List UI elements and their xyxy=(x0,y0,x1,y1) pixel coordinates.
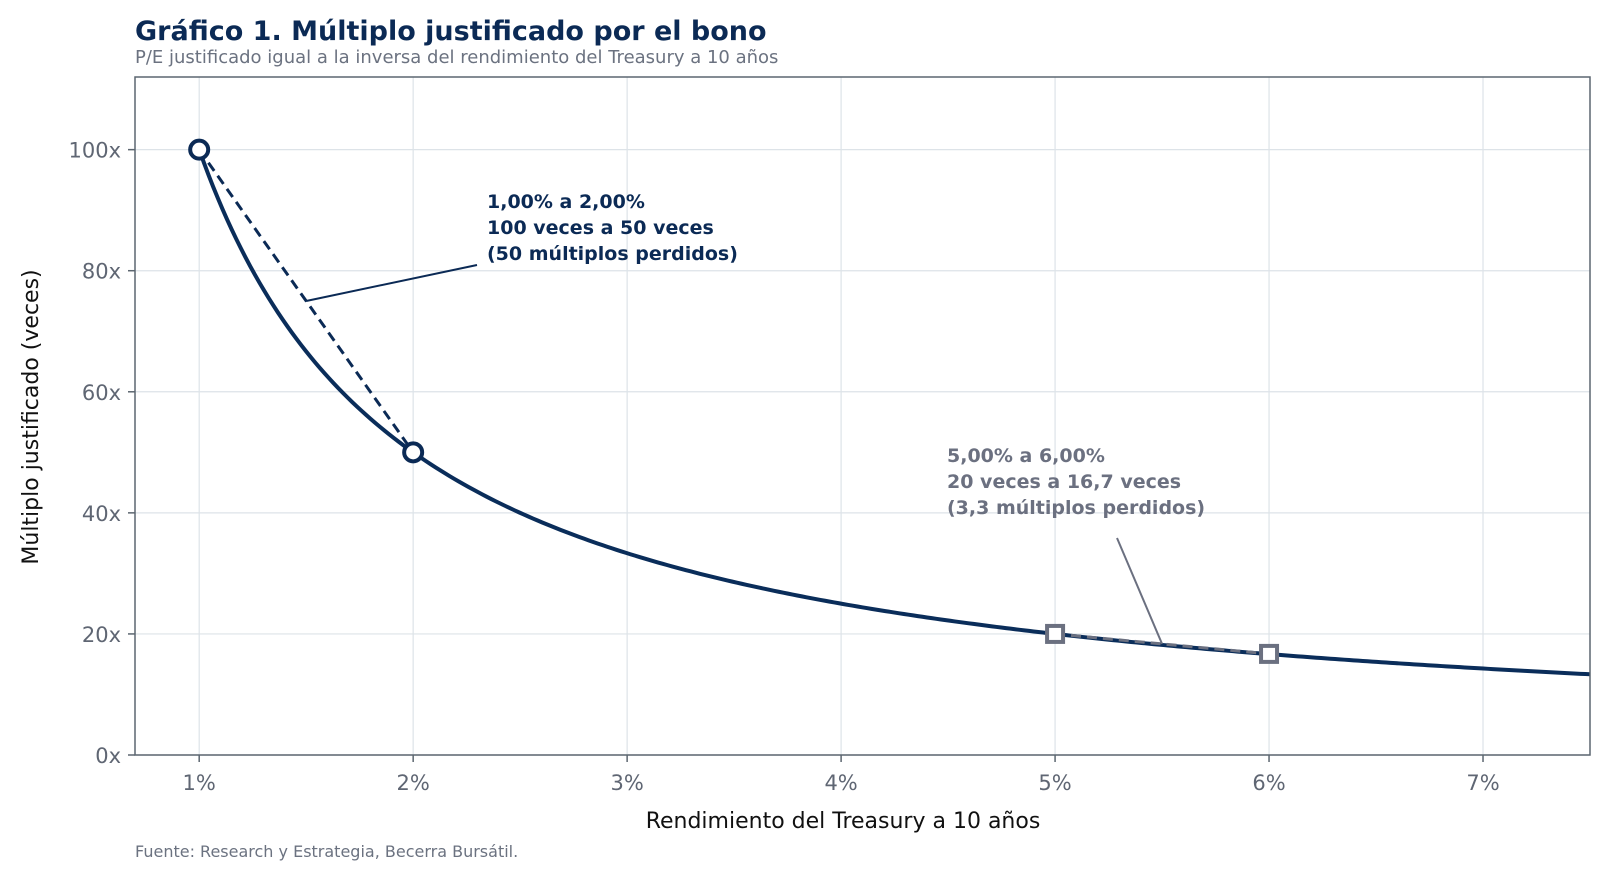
x-tick-label: 7% xyxy=(1466,771,1499,795)
series-line xyxy=(197,148,1591,677)
y-axis-label: Múltiplo justificado (veces) xyxy=(19,269,44,564)
x-tick-label: 1% xyxy=(183,771,216,795)
annotation-leader xyxy=(305,264,478,302)
x-tick-label: 4% xyxy=(824,771,857,795)
x-axis-label: Rendimiento del Treasury a 10 años xyxy=(646,809,1041,834)
series-layer xyxy=(197,148,1591,677)
annotation-line: 1,00% a 2,00% xyxy=(487,191,645,213)
markers xyxy=(188,138,1280,664)
circle-marker xyxy=(188,138,211,161)
source-note: Fuente: Research y Estrategia, Becerra B… xyxy=(135,842,518,861)
square-marker xyxy=(1259,643,1280,664)
x-tick-label: 2% xyxy=(396,771,429,795)
annotation-line: 20 veces a 16,7 veces xyxy=(947,471,1181,493)
y-tick-label: 20x xyxy=(82,623,121,647)
square-marker xyxy=(1045,623,1066,644)
y-tick-label: 40x xyxy=(82,502,121,526)
axis-ticks: 1% 2% 3% 4% 5% 6% 7% 0x 20x 40x 60x 80x 100x xyxy=(68,139,1499,795)
annotations: 1,00% a 2,00% 100 veces a 50 veces (50 múl… xyxy=(305,191,1205,645)
annotation-line: 100 veces a 50 veces xyxy=(487,217,714,239)
annotation-line: (50 múltiplos perdidos) xyxy=(487,243,738,265)
chord-line xyxy=(1054,632,1270,656)
x-tick-label: 5% xyxy=(1038,771,1071,795)
chart-subtitle: P/E justificado igual a la inversa del r… xyxy=(135,47,778,68)
grid xyxy=(135,77,1590,756)
chart-title: Gráfico 1. Múltiplo justificado por el b… xyxy=(135,16,767,47)
plot-frame xyxy=(134,76,1591,756)
y-tick-label: 80x xyxy=(82,260,121,284)
annotation-line: (3,3 múltiplos perdidos) xyxy=(947,497,1205,519)
circle-marker xyxy=(402,441,425,464)
x-tick-label: 6% xyxy=(1252,771,1285,795)
y-tick-label: 100x xyxy=(68,139,121,163)
annotation-leader xyxy=(1116,537,1163,645)
y-tick-label: 0x xyxy=(95,744,121,768)
x-tick-label: 3% xyxy=(610,771,643,795)
annotation-line: 5,00% a 6,00% xyxy=(947,445,1105,467)
y-tick-label: 60x xyxy=(82,381,121,405)
